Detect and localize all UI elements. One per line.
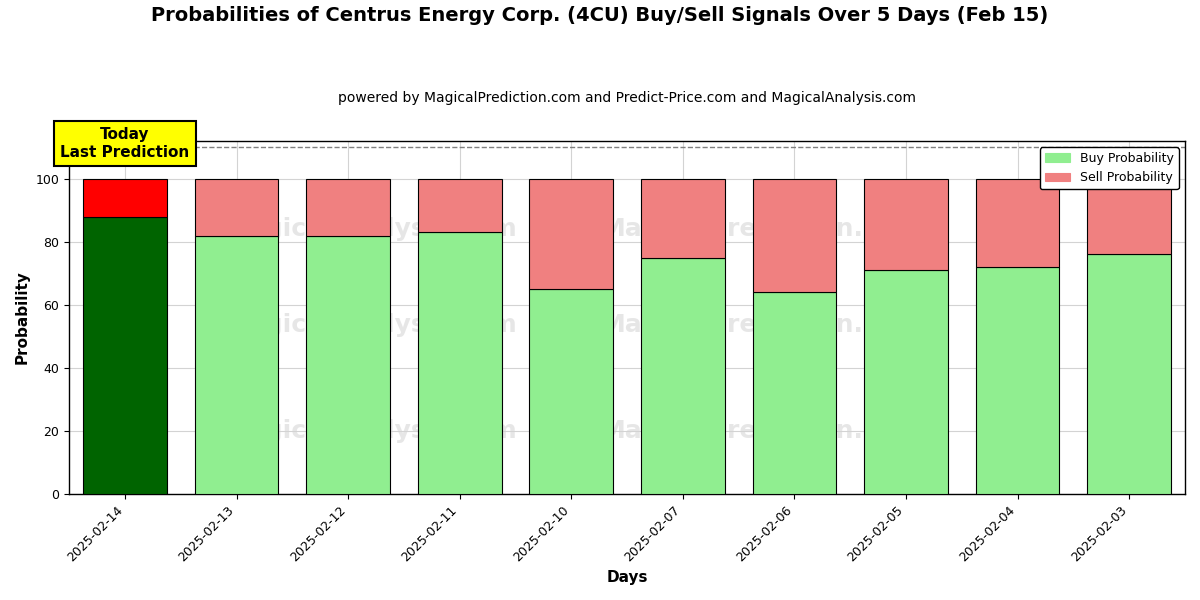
Text: MagicalAnalysis.com: MagicalAnalysis.com xyxy=(223,313,517,337)
Bar xyxy=(641,257,725,494)
Bar xyxy=(83,179,167,217)
Text: MagicalAnalysis.com: MagicalAnalysis.com xyxy=(223,217,517,241)
Bar xyxy=(194,236,278,494)
Bar xyxy=(641,179,725,257)
Bar xyxy=(306,236,390,494)
Bar xyxy=(83,217,167,494)
Bar xyxy=(306,179,390,236)
Legend: Buy Probability, Sell Probability: Buy Probability, Sell Probability xyxy=(1040,147,1178,190)
Bar xyxy=(976,179,1060,267)
Text: Today
Last Prediction: Today Last Prediction xyxy=(60,127,190,160)
Bar xyxy=(752,292,836,494)
Text: MagicalAnalysis.com: MagicalAnalysis.com xyxy=(223,419,517,443)
Bar xyxy=(864,270,948,494)
Title: powered by MagicalPrediction.com and Predict-Price.com and MagicalAnalysis.com: powered by MagicalPrediction.com and Pre… xyxy=(338,91,916,105)
Y-axis label: Probability: Probability xyxy=(16,271,30,364)
X-axis label: Days: Days xyxy=(606,570,648,585)
Text: Probabilities of Centrus Energy Corp. (4CU) Buy/Sell Signals Over 5 Days (Feb 15: Probabilities of Centrus Energy Corp. (4… xyxy=(151,6,1049,25)
Bar xyxy=(529,289,613,494)
Bar xyxy=(1087,179,1171,254)
Bar xyxy=(976,267,1060,494)
Text: MagicalPrediction.com: MagicalPrediction.com xyxy=(600,217,922,241)
Text: MagicalPrediction.com: MagicalPrediction.com xyxy=(600,313,922,337)
Bar xyxy=(418,179,502,232)
Bar xyxy=(529,179,613,289)
Bar xyxy=(752,179,836,292)
Bar xyxy=(418,232,502,494)
Bar xyxy=(864,179,948,270)
Text: MagicalPrediction.com: MagicalPrediction.com xyxy=(600,419,922,443)
Bar xyxy=(194,179,278,236)
Bar xyxy=(1087,254,1171,494)
